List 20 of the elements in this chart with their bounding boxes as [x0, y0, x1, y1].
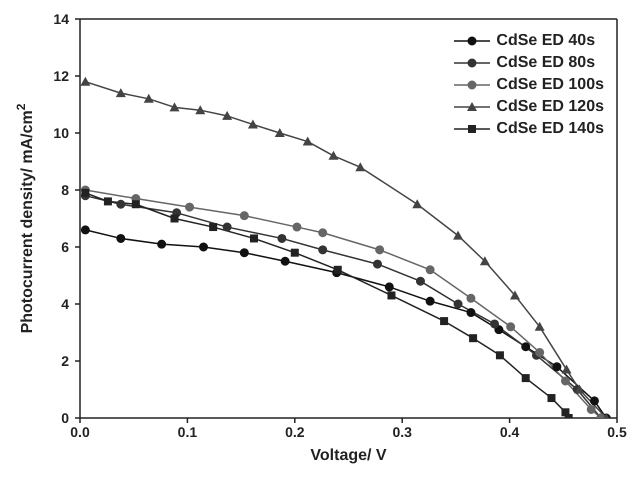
- x-tick-label: 0.1: [178, 424, 198, 440]
- x-tick-label: 0.3: [392, 424, 412, 440]
- legend-label: CdSe ED 40s: [496, 31, 596, 51]
- y-tick-label: 8: [61, 182, 70, 198]
- x-tick-label: 0.0: [70, 424, 90, 440]
- legend-label: CdSe ED 140s: [496, 119, 604, 139]
- x-tick-label: 0.2: [285, 424, 305, 440]
- legend-label: CdSe ED 80s: [496, 53, 596, 73]
- legend-label: CdSe ED 120s: [496, 97, 604, 117]
- y-tick-label: 12: [53, 68, 70, 84]
- x-tick-label: 0.5: [607, 424, 627, 440]
- y-tick-label: 4: [61, 296, 70, 312]
- y-tick-label: 6: [61, 238, 70, 255]
- y-tick-label: 0: [61, 410, 70, 426]
- y-tick-label: 2: [61, 352, 70, 369]
- legend-label: CdSe ED 100s: [496, 75, 604, 95]
- x-axis-title: Voltage/ V: [310, 447, 387, 464]
- y-tick-label: 10: [53, 124, 70, 141]
- y-tick-label: 14: [53, 10, 70, 27]
- x-tick-label: 0.4: [500, 424, 520, 440]
